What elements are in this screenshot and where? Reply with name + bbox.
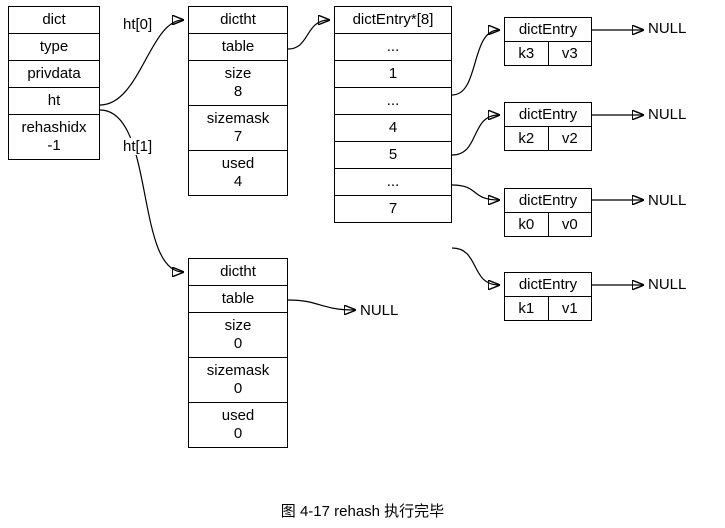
dict-entry: dictEntryk3v3 — [504, 17, 592, 66]
arrow — [100, 110, 183, 272]
entry-title: dictEntry — [505, 18, 591, 42]
entry-title: dictEntry — [505, 273, 591, 297]
entry-key: k2 — [505, 127, 549, 150]
cell: ht — [9, 88, 99, 115]
arrow — [452, 30, 499, 95]
cell: rehashidx-1 — [9, 115, 99, 159]
arrow — [288, 300, 355, 310]
cell: 1 — [335, 61, 451, 88]
entry-title: dictEntry — [505, 103, 591, 127]
cell: privdata — [9, 61, 99, 88]
cell: table — [189, 34, 287, 61]
cell: used4 — [189, 151, 287, 195]
cell: size8 — [189, 61, 287, 106]
node-dictht1: dicthttablesize0sizemask0used0 — [188, 258, 288, 448]
cell: 4 — [335, 115, 451, 142]
null-label: NULL — [648, 106, 686, 123]
arrow — [452, 185, 499, 200]
arrow — [452, 248, 499, 285]
entry-title: dictEntry — [505, 189, 591, 213]
diagram-canvas: dicttypeprivdatahtrehashidx-1 dicthttabl… — [0, 0, 725, 528]
node-dictht0: dicthttablesize8sizemask7used4 — [188, 6, 288, 196]
edge-label: ht[1] — [122, 138, 153, 155]
cell: ... — [335, 34, 451, 61]
arrow — [288, 20, 329, 49]
entry-val: v3 — [549, 42, 592, 65]
entry-val: v0 — [549, 213, 592, 236]
cell: size0 — [189, 313, 287, 358]
cell: dictht — [189, 7, 287, 34]
cell: ... — [335, 169, 451, 196]
entry-val: v2 — [549, 127, 592, 150]
caption: 图 4-17 rehash 执行完毕 — [0, 500, 725, 521]
cell: table — [189, 286, 287, 313]
entry-key: k0 — [505, 213, 549, 236]
null-label: NULL — [360, 302, 398, 319]
null-label: NULL — [648, 20, 686, 37]
cell: type — [9, 34, 99, 61]
edge-label: ht[0] — [122, 16, 153, 33]
cell: 5 — [335, 142, 451, 169]
node-table8: dictEntry*[8]...1...45...7 — [334, 6, 452, 223]
node-dict: dicttypeprivdatahtrehashidx-1 — [8, 6, 100, 160]
dict-entry: dictEntryk0v0 — [504, 188, 592, 237]
cell: 7 — [335, 196, 451, 222]
null-label: NULL — [648, 192, 686, 209]
cell: used0 — [189, 403, 287, 447]
cell: sizemask0 — [189, 358, 287, 403]
entry-val: v1 — [549, 297, 592, 320]
entry-key: k3 — [505, 42, 549, 65]
dict-entry: dictEntryk1v1 — [504, 272, 592, 321]
dict-entry: dictEntryk2v2 — [504, 102, 592, 151]
cell: ... — [335, 88, 451, 115]
cell: dict — [9, 7, 99, 34]
arrow — [452, 115, 499, 155]
cell: dictEntry*[8] — [335, 7, 451, 34]
null-label: NULL — [648, 276, 686, 293]
cell: sizemask7 — [189, 106, 287, 151]
cell: dictht — [189, 259, 287, 286]
entry-key: k1 — [505, 297, 549, 320]
